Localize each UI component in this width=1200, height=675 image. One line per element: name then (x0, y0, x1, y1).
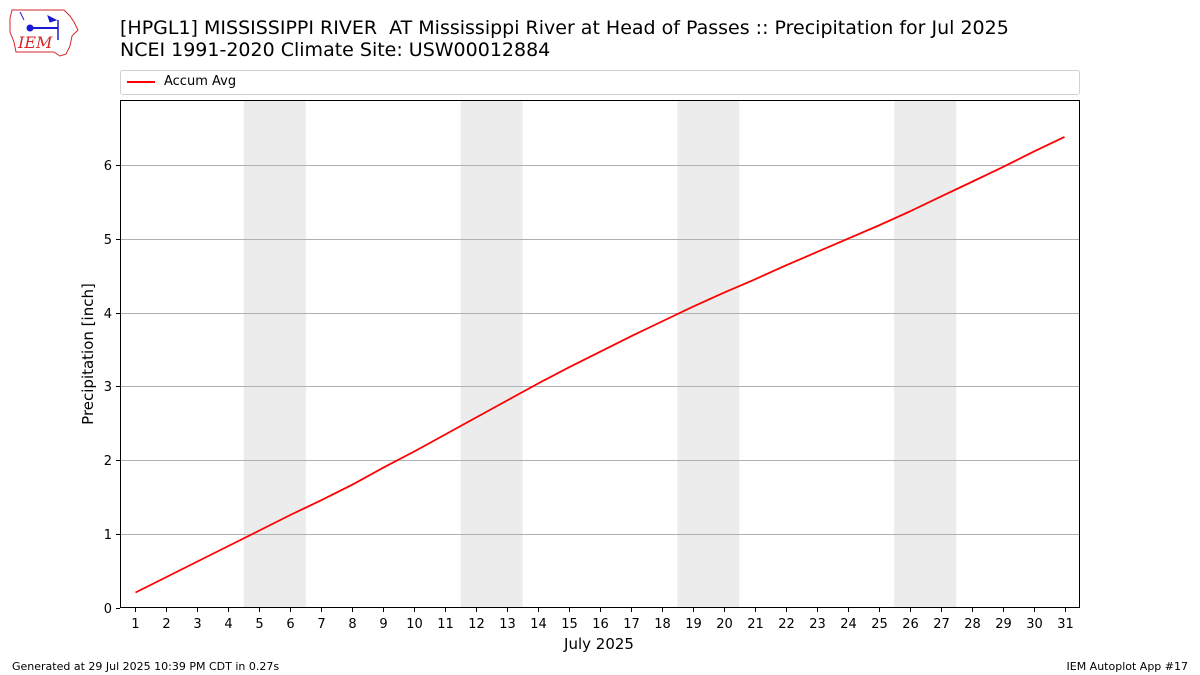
x-tick-label: 12 (468, 617, 485, 632)
gridlines (120, 165, 1080, 535)
x-axis-ticks: 1 2 3 4 5 6 7 8 9 10 11 12 13 14 15 16 17 18 19 20 21 22 23 24 2… (131, 608, 1074, 632)
y-axis-ticks: 0 1 2 3 4 5 6 (104, 159, 120, 617)
y-axis-label: Precipitation [inch] (79, 283, 97, 425)
x-tick-label: 19 (685, 617, 702, 632)
x-tick-label: 10 (406, 617, 423, 632)
x-tick-label: 4 (224, 617, 232, 632)
weekend-shading (243, 100, 957, 608)
x-tick-label: 26 (902, 617, 919, 632)
legend-label: Accum Avg (164, 74, 237, 89)
generated-timestamp: Generated at 29 Jul 2025 10:39 PM CDT in… (12, 660, 280, 673)
y-tick-label: 1 (104, 528, 112, 543)
y-tick-label: 2 (104, 454, 112, 469)
x-tick-label: 11 (437, 617, 454, 632)
title-line-2: NCEI 1991-2020 Climate Site: USW00012884 (120, 39, 551, 61)
weekend-shade (677, 100, 740, 608)
x-tick-label: 3 (193, 617, 201, 632)
x-tick-label: 31 (1057, 617, 1074, 632)
weekend-shade (894, 100, 957, 608)
x-tick-label: 2 (162, 617, 170, 632)
x-tick-label: 13 (499, 617, 516, 632)
x-tick-label: 24 (840, 617, 857, 632)
series-line-accum-avg (135, 136, 1065, 594)
iem-logo: IEM (9, 9, 79, 57)
app-credit: IEM Autoplot App #17 (1066, 660, 1189, 673)
weather-station-icon (19, 11, 59, 40)
x-tick-label: 7 (317, 617, 325, 632)
x-tick-label: 21 (747, 617, 764, 632)
title-line-1: [HPGL1] MISSISSIPPI RIVER AT Mississippi… (120, 17, 1009, 39)
x-tick-label: 15 (561, 617, 578, 632)
x-tick-label: 28 (964, 617, 981, 632)
x-axis-label: July 2025 (563, 635, 634, 653)
x-tick-label: 9 (379, 617, 387, 632)
logo-text: IEM (17, 33, 53, 52)
x-tick-label: 5 (255, 617, 263, 632)
series-layer (135, 136, 1065, 594)
x-tick-label: 17 (623, 617, 640, 632)
iowa-outline (9, 9, 79, 57)
chart-title: [HPGL1] MISSISSIPPI RIVER AT Mississippi… (120, 17, 1009, 61)
x-tick-label: 30 (1026, 617, 1043, 632)
x-tick-label: 16 (592, 617, 609, 632)
weekend-shade (243, 100, 306, 608)
x-tick-label: 6 (286, 617, 294, 632)
x-tick-label: 1 (131, 617, 139, 632)
y-tick-label: 4 (104, 307, 112, 322)
x-tick-label: 14 (530, 617, 547, 632)
x-tick-label: 22 (778, 617, 795, 632)
plot-frame (120, 100, 1080, 608)
y-tick-label: 5 (104, 233, 112, 248)
y-tick-label: 0 (104, 602, 112, 617)
x-tick-label: 25 (871, 617, 888, 632)
x-tick-label: 27 (933, 617, 950, 632)
x-tick-label: 23 (809, 617, 826, 632)
y-tick-label: 6 (104, 159, 112, 174)
x-tick-label: 8 (348, 617, 356, 632)
x-tick-label: 20 (716, 617, 733, 632)
y-tick-label: 3 (104, 380, 112, 395)
legend-swatch (127, 81, 155, 83)
weekend-shade (460, 100, 523, 608)
x-tick-label: 18 (654, 617, 671, 632)
legend: Accum Avg (120, 70, 1080, 95)
x-tick-label: 29 (995, 617, 1012, 632)
